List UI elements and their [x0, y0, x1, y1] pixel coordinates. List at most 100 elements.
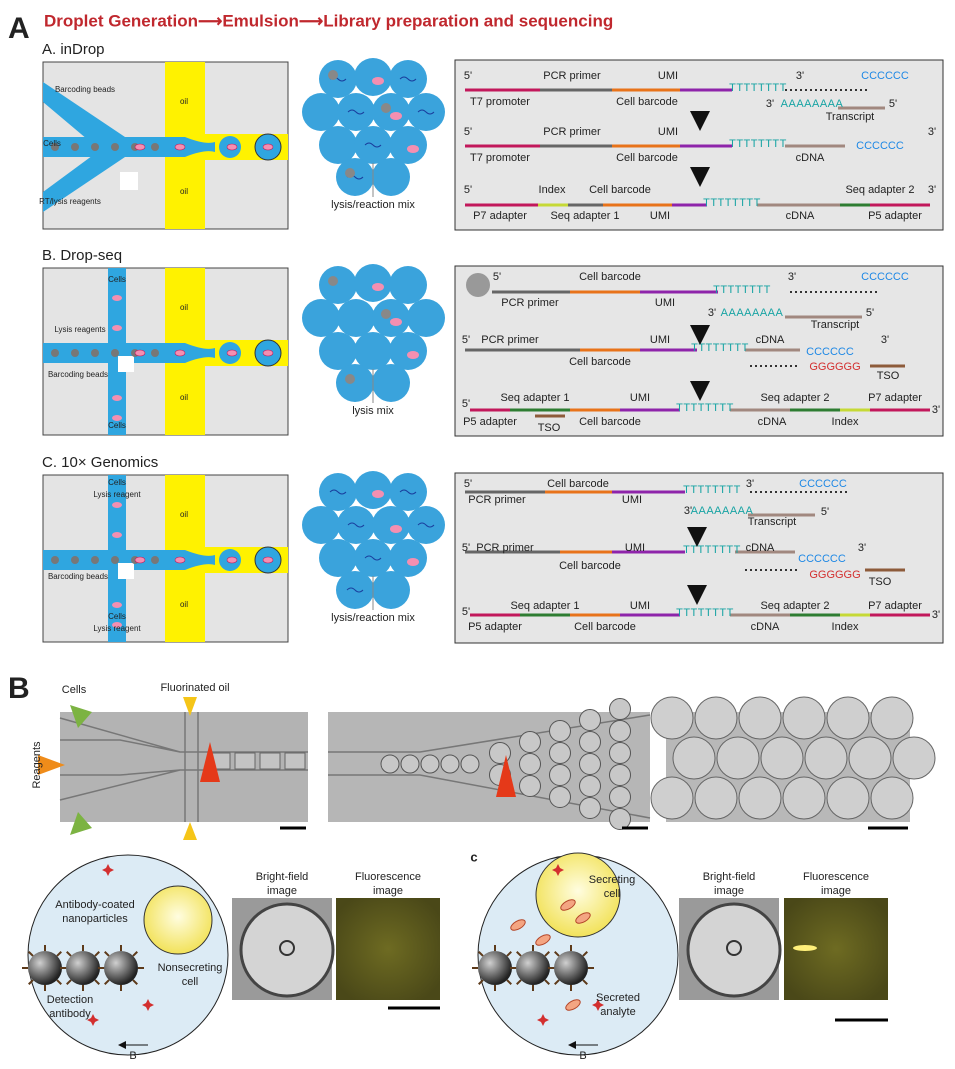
channel-wall [328, 714, 651, 819]
seq-label: PCR primer [481, 334, 539, 346]
marker [38, 755, 65, 775]
droplet [519, 775, 541, 797]
droplet [489, 742, 511, 764]
seq-label: Cell barcode [574, 621, 636, 633]
flow-label: B [129, 1050, 136, 1062]
droplet [694, 776, 738, 820]
seq-label: CCCCCC [806, 346, 854, 358]
antibody [516, 979, 522, 985]
cell [112, 532, 122, 538]
bead [345, 374, 355, 384]
seq-label: Index [832, 416, 859, 428]
mix-wave [364, 555, 382, 561]
seq-label: 5' [462, 334, 470, 346]
seq-label: TSO [877, 370, 900, 382]
seq-label: UMI [650, 210, 670, 222]
seq-label: Index [832, 621, 859, 633]
chip-label: RT/lysis reagents [39, 197, 101, 206]
droplet [420, 754, 440, 774]
droplet [389, 539, 427, 577]
cell [390, 525, 402, 533]
droplet [826, 696, 870, 740]
chip-mark [118, 356, 134, 372]
bead [345, 168, 355, 178]
droplet [372, 571, 410, 609]
seq-label: Transcript [811, 319, 860, 331]
droplet [609, 698, 631, 720]
marker [200, 742, 220, 782]
seq-label: TSO [538, 422, 561, 434]
antibody [104, 951, 110, 957]
seq-label: Seq adapter 2 [760, 392, 829, 404]
bead [91, 143, 99, 151]
analyte [575, 912, 591, 924]
droplet [302, 506, 340, 544]
channel [43, 82, 125, 212]
seq-label: UMI [622, 494, 642, 506]
cell [226, 349, 238, 357]
antibody [506, 979, 512, 985]
seq-label: 3' [858, 542, 866, 554]
seq-label: CCCCCC [861, 271, 909, 283]
droplet [389, 126, 427, 164]
droplet [380, 754, 400, 774]
seq-label: UMI [658, 70, 678, 82]
cell [372, 283, 384, 291]
seq-label: UMI [655, 297, 675, 309]
cell [174, 349, 186, 357]
seq-label: 3' [766, 98, 774, 110]
chip-label: Barcoding beads [55, 85, 115, 94]
cell [407, 558, 419, 566]
cell [112, 295, 122, 301]
antibody [66, 951, 72, 957]
annotation: cell [182, 976, 199, 988]
seq-label: Cell barcode [579, 416, 641, 428]
annotation: analyte [600, 1006, 635, 1018]
droplet [870, 696, 914, 740]
antibody [94, 979, 100, 985]
seq-label: TTTTTTTT [683, 484, 741, 496]
seq-label: 3' [932, 609, 940, 621]
analyte-star [552, 864, 564, 876]
bead [51, 143, 59, 151]
bead [466, 273, 490, 297]
seq-label: 5' [462, 542, 470, 554]
cell [143, 885, 213, 955]
cell [372, 490, 384, 498]
droplet [319, 332, 357, 370]
cell [726, 940, 742, 956]
seq-label: TSO [869, 576, 892, 588]
seq-label: UMI [625, 542, 645, 554]
antibody [478, 979, 484, 985]
seq-label: 5' [464, 126, 472, 138]
flow-label: Fluorinated oil [160, 682, 229, 694]
flow-label: B [579, 1050, 586, 1062]
annotation: cell [604, 888, 621, 900]
droplet [650, 776, 694, 820]
annotation: Secreting [589, 874, 635, 886]
seq-label: 5' [462, 606, 470, 618]
droplet [372, 299, 410, 337]
panel-letter: B [8, 672, 30, 705]
droplet [234, 752, 256, 770]
seq-label: 3' [932, 404, 940, 416]
antibody [582, 979, 588, 985]
image-label: Bright-field [703, 871, 756, 883]
droplet [549, 720, 571, 742]
analyte [535, 934, 551, 946]
droplet [549, 764, 571, 786]
droplet [609, 786, 631, 808]
bead [71, 143, 79, 151]
seq-label: cDNA [796, 152, 825, 164]
bead [328, 70, 338, 80]
droplet [337, 299, 375, 337]
seq-label: 3' [928, 126, 936, 138]
seq-label: Cell barcode [569, 356, 631, 368]
nanoparticle [478, 951, 512, 985]
marker [183, 822, 197, 840]
cell [390, 318, 402, 326]
mix-wave [346, 587, 364, 593]
seq-label: 5' [493, 271, 501, 283]
droplet [716, 736, 760, 780]
droplet [549, 786, 571, 808]
